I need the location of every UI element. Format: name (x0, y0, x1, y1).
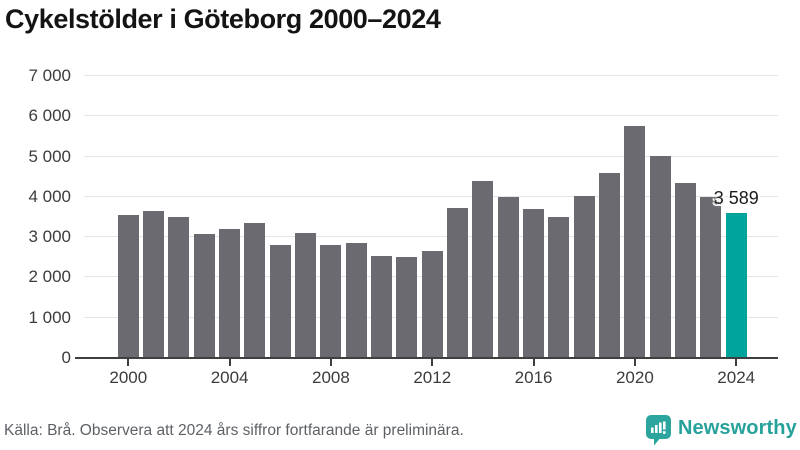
x-axis: 2000 2004 2008 2012 2016 2020 2024 (84, 358, 778, 398)
bar-2022 (675, 183, 697, 358)
newsworthy-logo[interactable]: Newsworthy (646, 415, 797, 450)
y-axis-label-2000: 2 000 (28, 267, 71, 287)
source-note: Källa: Brå. Observera att 2024 års siffr… (4, 422, 464, 439)
gridline-5000 (84, 155, 778, 157)
y-axis-label-6000: 6 000 (28, 106, 71, 126)
bar-2000 (117, 215, 139, 358)
x-tick-2020 (633, 358, 636, 366)
x-axis-label-2000: 2000 (109, 368, 148, 387)
x-tick-2008 (329, 358, 332, 366)
x-axis-line (75, 357, 778, 359)
bar-2024 (725, 213, 747, 358)
gridline-3000 (84, 236, 778, 238)
gridline-6000 (84, 115, 778, 117)
bar-2005 (244, 223, 266, 358)
newsworthy-wordmark: Newsworthy (678, 417, 797, 439)
bar-2007 (295, 232, 317, 358)
bar-2019 (599, 173, 621, 358)
bar-2008 (320, 244, 342, 358)
x-axis-label-2020: 2020 (615, 368, 654, 387)
bar-2017 (548, 217, 570, 358)
newsworthy-bubble-chart-icon (646, 415, 671, 450)
bar-2023 (700, 197, 722, 358)
x-axis-label-2012: 2012 (413, 368, 452, 387)
highlight-value-label: 3 589 (713, 188, 759, 209)
bar-2001 (143, 210, 165, 358)
bar-2011 (396, 257, 418, 358)
x-axis-label-2016: 2016 (514, 368, 553, 387)
bar-2002 (168, 217, 190, 358)
bar-2004 (219, 229, 241, 358)
y-axis-label-4000: 4 000 (28, 186, 71, 206)
x-axis-label-2004: 2004 (210, 368, 249, 387)
bar-2016 (523, 208, 545, 358)
bar-2009 (345, 243, 367, 358)
x-tick-2000 (127, 358, 130, 366)
y-axis-label-7000: 7 000 (28, 66, 71, 85)
y-axis-label-1000: 1 000 (28, 307, 71, 327)
bar-2021 (649, 156, 671, 358)
gridline-7000 (84, 75, 778, 76)
x-axis-label-2008: 2008 (312, 368, 350, 387)
chart-title: Cykelstölder i Göteborg 2000–2024 (5, 4, 441, 34)
bar-2020 (624, 125, 646, 358)
x-tick-2024 (735, 358, 738, 366)
y-axis-label-3000: 3 000 (28, 227, 71, 247)
bar-2003 (193, 233, 215, 358)
x-tick-2016 (532, 358, 535, 366)
plot-area: 3 589 (75, 75, 778, 359)
y-axis: 0 1 000 2 000 3 000 4 000 5 000 6 000 7 000 (0, 66, 71, 367)
bar-2010 (371, 256, 393, 358)
bar-2006 (269, 244, 291, 358)
gridline-4000 (84, 195, 778, 197)
bar-2014 (472, 181, 494, 358)
x-tick-2012 (431, 358, 434, 366)
x-tick-2004 (228, 358, 231, 366)
bar-2015 (497, 197, 519, 358)
x-axis-label-2024: 2024 (717, 368, 756, 387)
bar-2018 (573, 196, 595, 358)
bar-2012 (421, 250, 443, 358)
y-axis-label-0: 0 (61, 348, 71, 367)
bar-2013 (447, 208, 469, 358)
y-axis-label-5000: 5 000 (28, 146, 71, 166)
